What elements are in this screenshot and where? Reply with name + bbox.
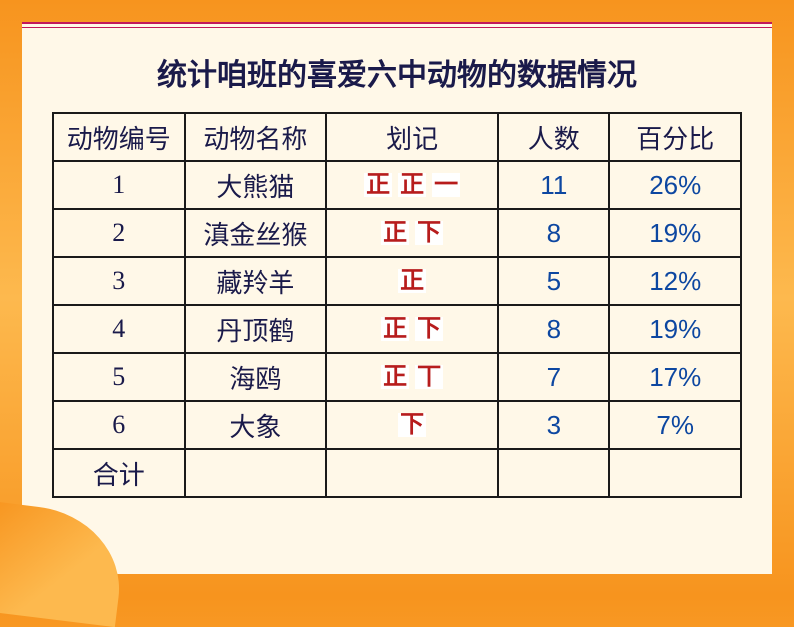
slide-title: 统计咱班的喜爱六中动物的数据情况 — [22, 32, 772, 112]
data-table: 动物编号 动物名称 划记 人数 百分比 1大熊猫正正一1126%2滇金丝猴正下8… — [52, 112, 742, 498]
cell-name: 藏羚羊 — [185, 257, 327, 305]
tally-mark: 正 — [381, 365, 409, 389]
table-row-total: 合计 — [53, 449, 741, 497]
cell-tally: 正 — [326, 257, 498, 305]
table-body: 1大熊猫正正一1126%2滇金丝猴正下819%3藏羚羊正512%4丹顶鹤正下81… — [53, 161, 741, 497]
table-header-row: 动物编号 动物名称 划记 人数 百分比 — [53, 113, 741, 161]
tally-mark: 下 — [398, 413, 426, 437]
cell-tally: 正正一 — [326, 161, 498, 209]
cell-pct: 7% — [609, 401, 741, 449]
col-header-name: 动物名称 — [185, 113, 327, 161]
cell-count: 8 — [498, 305, 609, 353]
cell-id: 6 — [53, 401, 185, 449]
cell-name: 大熊猫 — [185, 161, 327, 209]
tally-mark: 正 — [381, 221, 409, 245]
cell-id: 3 — [53, 257, 185, 305]
cell-pct: 19% — [609, 209, 741, 257]
tally-mark: 一 — [432, 173, 460, 197]
cell-tally: 正下 — [326, 209, 498, 257]
table-row: 1大熊猫正正一1126% — [53, 161, 741, 209]
cell-count: 3 — [498, 401, 609, 449]
cell-pct: 19% — [609, 305, 741, 353]
cell-tally: 正下 — [326, 305, 498, 353]
cell-total-label: 合计 — [53, 449, 185, 497]
cell-pct: 17% — [609, 353, 741, 401]
col-header-tally: 划记 — [326, 113, 498, 161]
table-row: 3藏羚羊 正 512% — [53, 257, 741, 305]
tally-mark: 正 — [381, 317, 409, 341]
cell-name: 大象 — [185, 401, 327, 449]
cell-count: 7 — [498, 353, 609, 401]
cell-id: 1 — [53, 161, 185, 209]
col-header-pct: 百分比 — [609, 113, 741, 161]
cell-empty — [609, 449, 741, 497]
tally-mark: 丅 — [415, 365, 443, 389]
tally-mark: 下 — [415, 317, 443, 341]
cell-empty — [185, 449, 327, 497]
cell-pct: 12% — [609, 257, 741, 305]
cell-count: 11 — [498, 161, 609, 209]
table-row: 6大象 下 37% — [53, 401, 741, 449]
cell-name: 丹顶鹤 — [185, 305, 327, 353]
cell-count: 8 — [498, 209, 609, 257]
cell-tally: 下 — [326, 401, 498, 449]
tally-mark: 正 — [364, 173, 392, 197]
table-row: 2滇金丝猴正下819% — [53, 209, 741, 257]
tally-mark: 正 — [398, 173, 426, 197]
cell-id: 2 — [53, 209, 185, 257]
cell-empty — [498, 449, 609, 497]
slide: 统计咱班的喜爱六中动物的数据情况 动物编号 动物名称 划记 人数 百分比 1大熊… — [22, 22, 772, 574]
tally-mark: 下 — [415, 221, 443, 245]
cell-pct: 26% — [609, 161, 741, 209]
cell-name: 海鸥 — [185, 353, 327, 401]
cell-empty — [326, 449, 498, 497]
cell-id: 5 — [53, 353, 185, 401]
cell-tally: 正丅 — [326, 353, 498, 401]
table-row: 4丹顶鹤正下819% — [53, 305, 741, 353]
col-header-id: 动物编号 — [53, 113, 185, 161]
table-row: 5海鸥正丅717% — [53, 353, 741, 401]
cell-name: 滇金丝猴 — [185, 209, 327, 257]
col-header-count: 人数 — [498, 113, 609, 161]
cell-id: 4 — [53, 305, 185, 353]
tally-mark: 正 — [398, 269, 426, 293]
cell-count: 5 — [498, 257, 609, 305]
corner-decoration — [0, 501, 128, 627]
